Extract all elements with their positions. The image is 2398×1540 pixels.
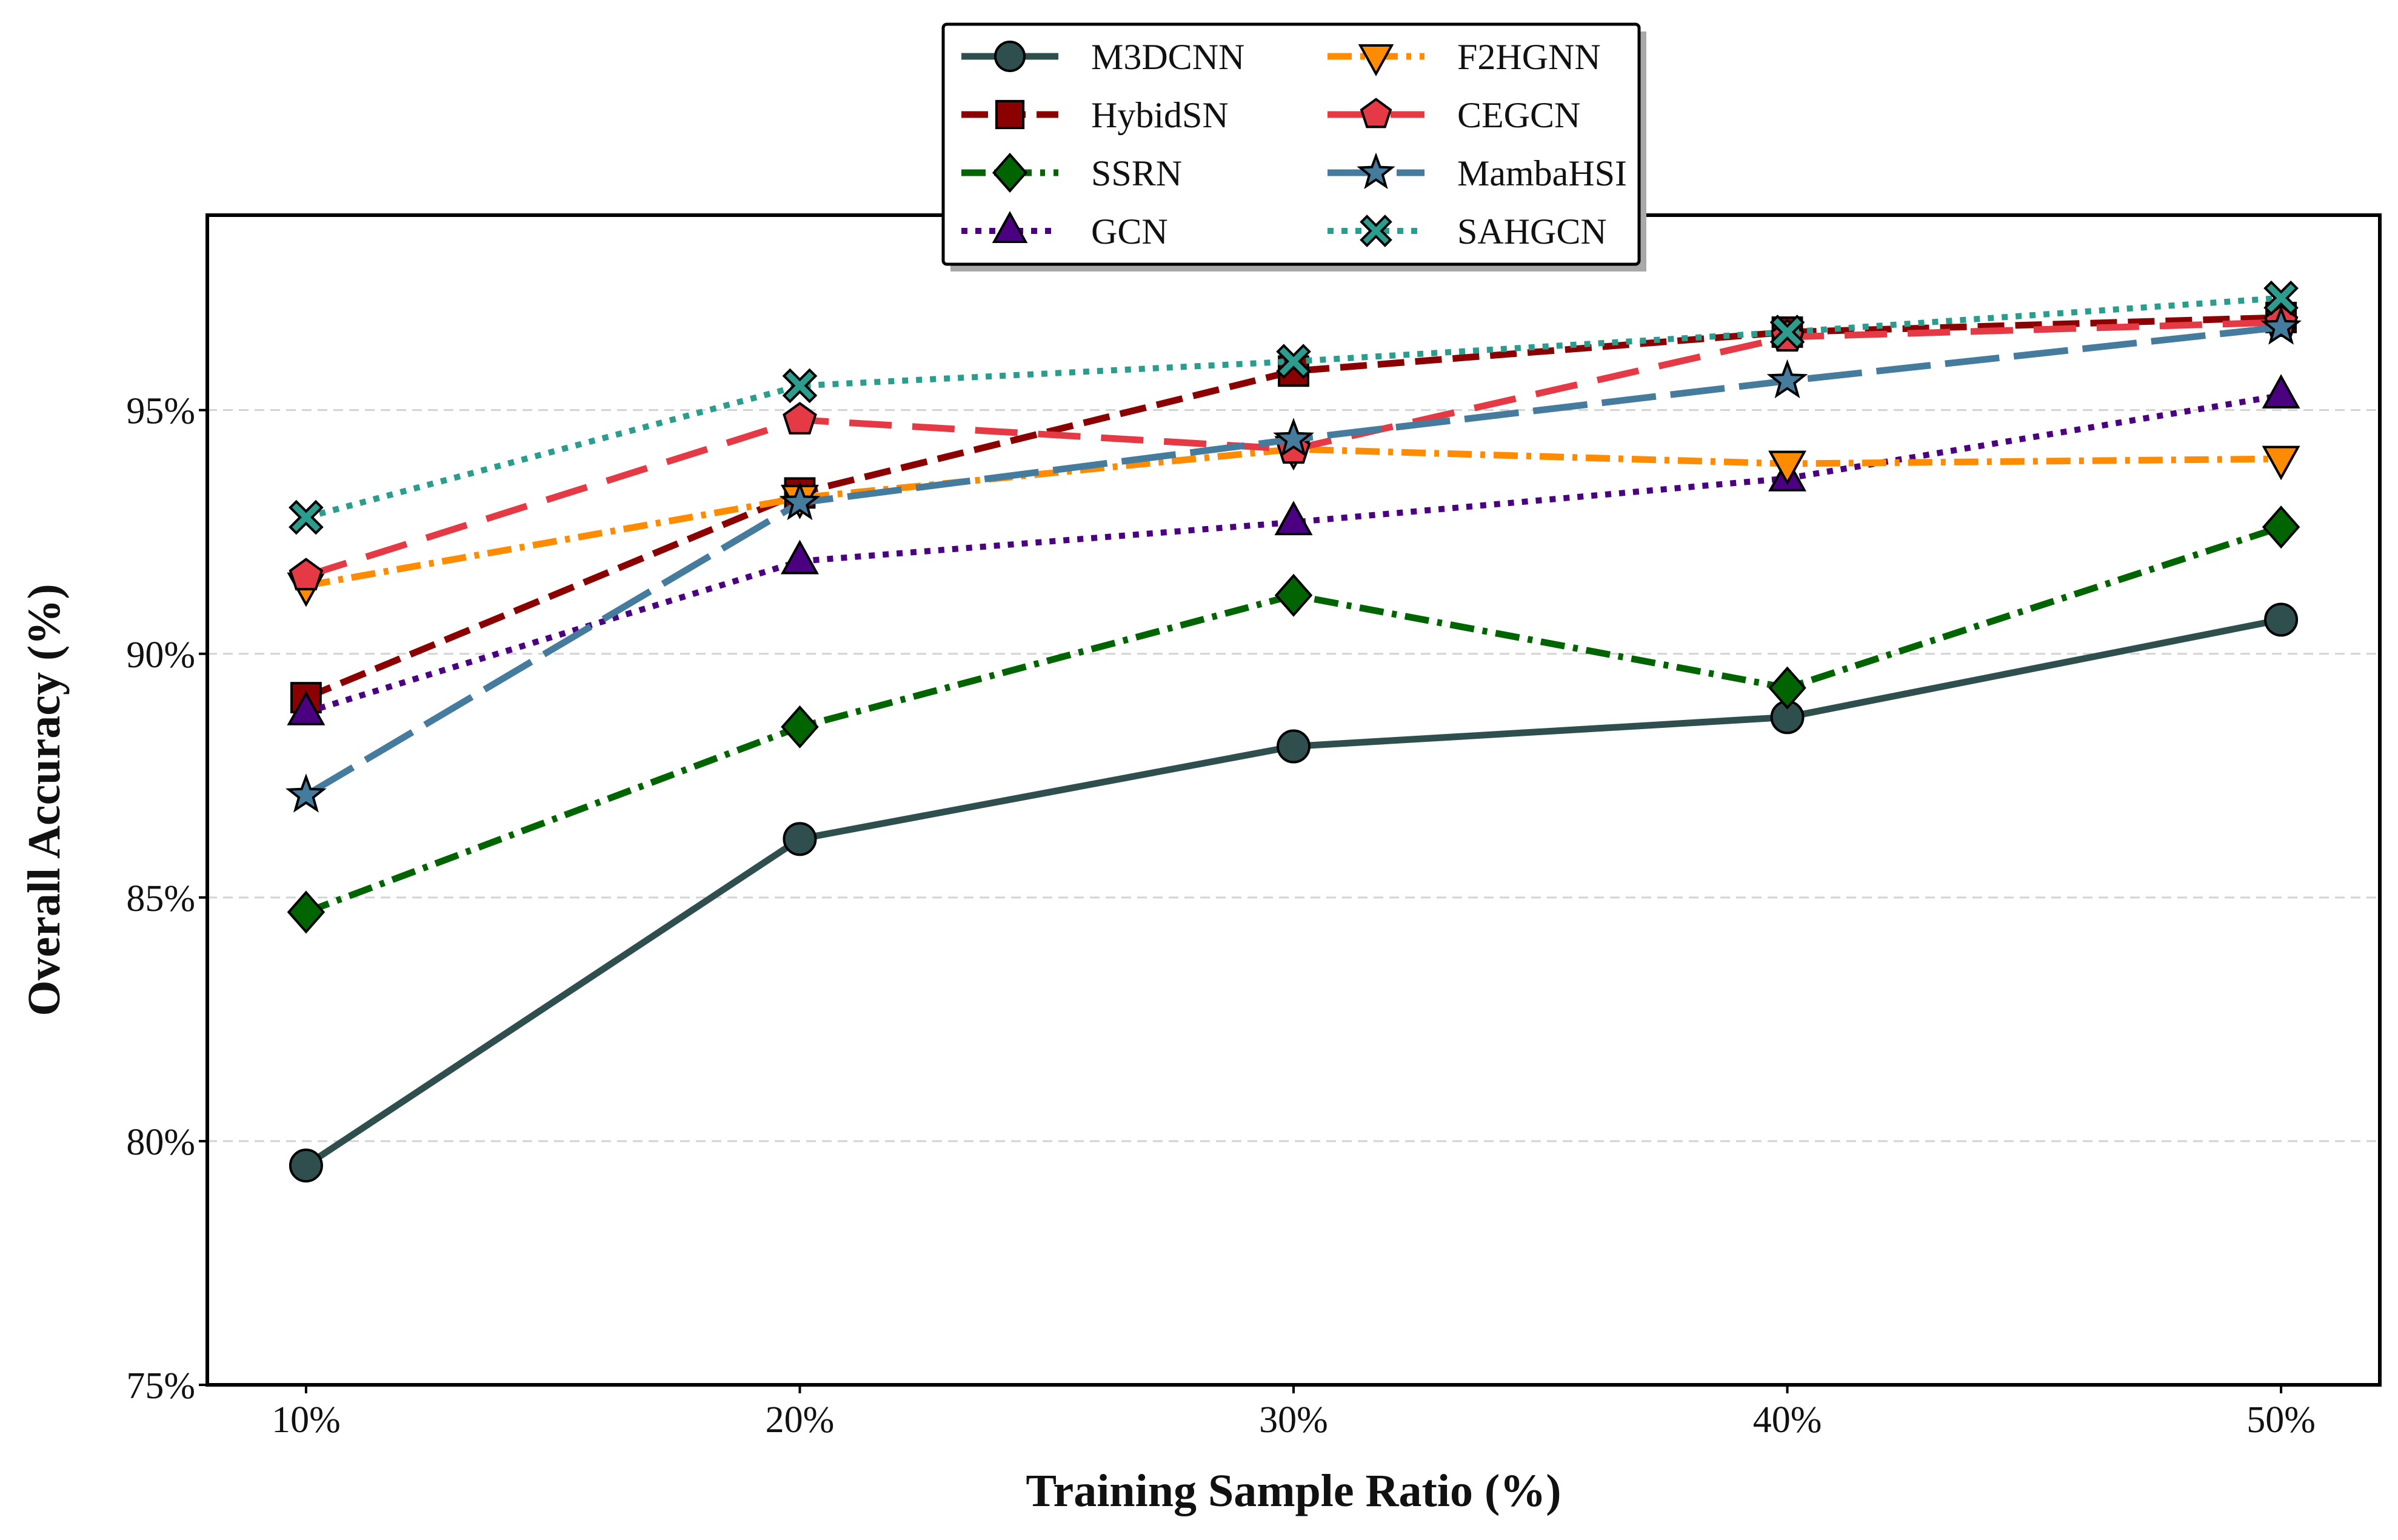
x-axis-title: Training Sample Ratio (%) xyxy=(1026,1465,1561,1516)
data-point-ssrn xyxy=(1768,666,1806,710)
series-sahgcn xyxy=(289,280,2299,535)
data-point-f2hgnn xyxy=(2262,445,2300,481)
data-point-m3dcnn xyxy=(1277,729,1311,764)
legend-item-m3dcnn: M3DCNN xyxy=(961,37,1244,77)
y-tick-label: 90% xyxy=(126,635,195,676)
legend-marker xyxy=(1358,44,1394,76)
y-tick-label: 80% xyxy=(126,1122,195,1163)
legend-label: HybidSN xyxy=(1091,95,1229,135)
legend-label: SSRN xyxy=(1091,153,1182,193)
data-point-gcn xyxy=(2262,374,2300,409)
series-line-mambahsi xyxy=(304,324,2282,798)
legend-marker xyxy=(995,99,1025,130)
legend-marker xyxy=(1360,215,1392,247)
data-point-mambahsi xyxy=(285,773,327,813)
series-line-gcn xyxy=(305,392,2282,716)
legend-marker xyxy=(994,41,1026,72)
data-point-sahgcn xyxy=(782,368,818,404)
data-point-sahgcn xyxy=(1276,344,1311,379)
x-tick-label: 10% xyxy=(272,1399,341,1441)
x-tick-label: 40% xyxy=(1753,1399,1822,1441)
x-tick-label: 50% xyxy=(2246,1399,2316,1441)
data-point-mambahsi xyxy=(1273,418,1314,457)
legend: M3DCNN HybidSN SSRN GCN F2HGNN CEGCN MambaHSI S… xyxy=(941,22,1646,272)
data-point-sahgcn xyxy=(2263,280,2299,316)
legend-item-gcn: GCN xyxy=(961,211,1168,252)
data-point-sahgcn xyxy=(1769,315,1805,350)
legend-item-hybidsn: HybidSN xyxy=(961,95,1229,135)
legend-label: SAHGCN xyxy=(1457,212,1607,252)
series-mambahsi xyxy=(285,305,2302,813)
legend-marker xyxy=(1360,98,1392,128)
legend-item-ssrn: SSRN xyxy=(961,152,1182,193)
data-point-m3dcnn xyxy=(289,1148,323,1183)
data-point-ssrn xyxy=(1274,573,1313,617)
data-point-gcn xyxy=(780,539,819,575)
data-point-gcn xyxy=(287,690,326,725)
data-point-f2hgnn xyxy=(1768,450,1807,485)
legend-label: CEGCN xyxy=(1457,95,1580,135)
series-line-m3dcnn xyxy=(304,616,2282,1168)
data-point-mambahsi xyxy=(1766,359,1808,399)
y-axis-title: Overall Accuracy (%) xyxy=(19,584,70,1016)
data-point-sahgcn xyxy=(289,499,324,535)
x-tick-label: 30% xyxy=(1259,1399,1328,1441)
plot-frame xyxy=(205,213,2382,1387)
series-line-hybidsn xyxy=(304,314,2282,701)
y-tick-label: 95% xyxy=(126,391,195,432)
legend-marker xyxy=(992,211,1028,243)
data-point-m3dcnn xyxy=(2264,602,2299,637)
data-point-gcn xyxy=(1274,501,1313,536)
y-tick-label: 75% xyxy=(126,1365,195,1407)
y-tick-label: 85% xyxy=(126,878,195,919)
legend-marker xyxy=(1357,152,1395,189)
series-line-f2hgnn xyxy=(305,445,2282,589)
data-point-ssrn xyxy=(781,705,819,748)
data-point-cegcn xyxy=(783,401,817,435)
x-tick-label: 20% xyxy=(766,1399,835,1441)
legend-item-sahgcn: SAHGCN xyxy=(1328,212,1607,252)
series-m3dcnn xyxy=(289,602,2299,1183)
legend-label: F2HGNN xyxy=(1457,37,1601,77)
legend-label: M3DCNN xyxy=(1091,37,1244,77)
series-line-ssrn xyxy=(304,524,2282,916)
y-axis-ticks: 75% 80% 85% 90% 95% xyxy=(126,391,207,1407)
data-point-mambahsi xyxy=(2260,305,2302,345)
legend-item-mambahsi: MambaHSI xyxy=(1328,152,1627,193)
data-point-mambahsi xyxy=(779,481,821,521)
x-axis-ticks: 10% 20% 30% 40% 50% xyxy=(272,1385,2316,1441)
legend-item-f2hgnn: F2HGNN xyxy=(1328,37,1601,77)
legend-marker xyxy=(992,152,1028,193)
data-point-m3dcnn xyxy=(783,822,817,856)
data-point-cegcn xyxy=(289,558,324,591)
series-ssrn xyxy=(287,505,2300,934)
data-point-ssrn xyxy=(2262,505,2300,549)
legend-box xyxy=(941,22,1641,266)
series-layer xyxy=(285,280,2302,1183)
legend-item-cegcn: CEGCN xyxy=(1328,95,1580,135)
legend-label: GCN xyxy=(1091,212,1168,252)
data-point-ssrn xyxy=(287,890,326,934)
legend-label: MambaHSI xyxy=(1457,153,1627,193)
